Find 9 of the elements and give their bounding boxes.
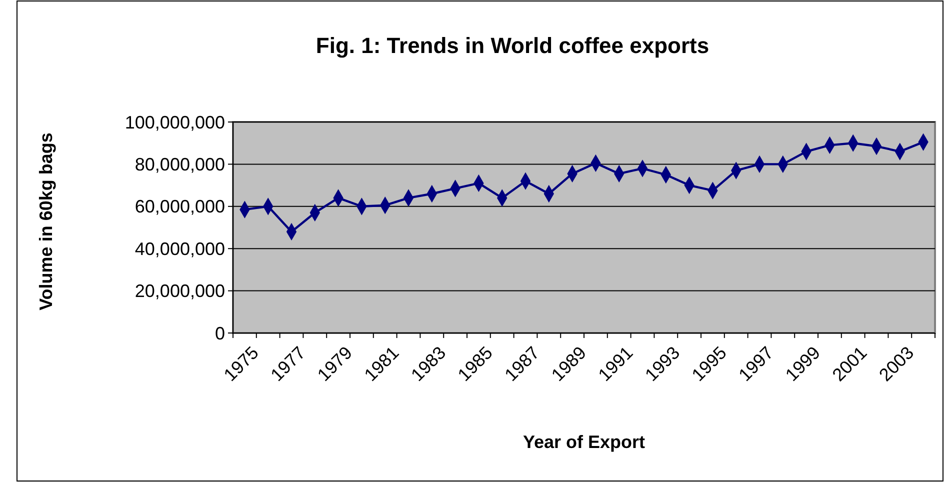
y-tick-label: 60,000,000 xyxy=(134,196,225,217)
y-tick-label: 80,000,000 xyxy=(134,154,225,174)
y-tick-label: 40,000,000 xyxy=(134,238,225,259)
x-axis-title: Year of Export xyxy=(522,432,646,452)
chart-title: Fig. 1: Trends in World coffee exports xyxy=(316,33,710,58)
y-tick-label: 100,000,000 xyxy=(124,112,225,132)
y-tick-label: 20,000,000 xyxy=(134,281,225,302)
y-axis-title: Volume in 60kg bags xyxy=(36,132,56,310)
y-tick-label: 0 xyxy=(214,323,225,344)
